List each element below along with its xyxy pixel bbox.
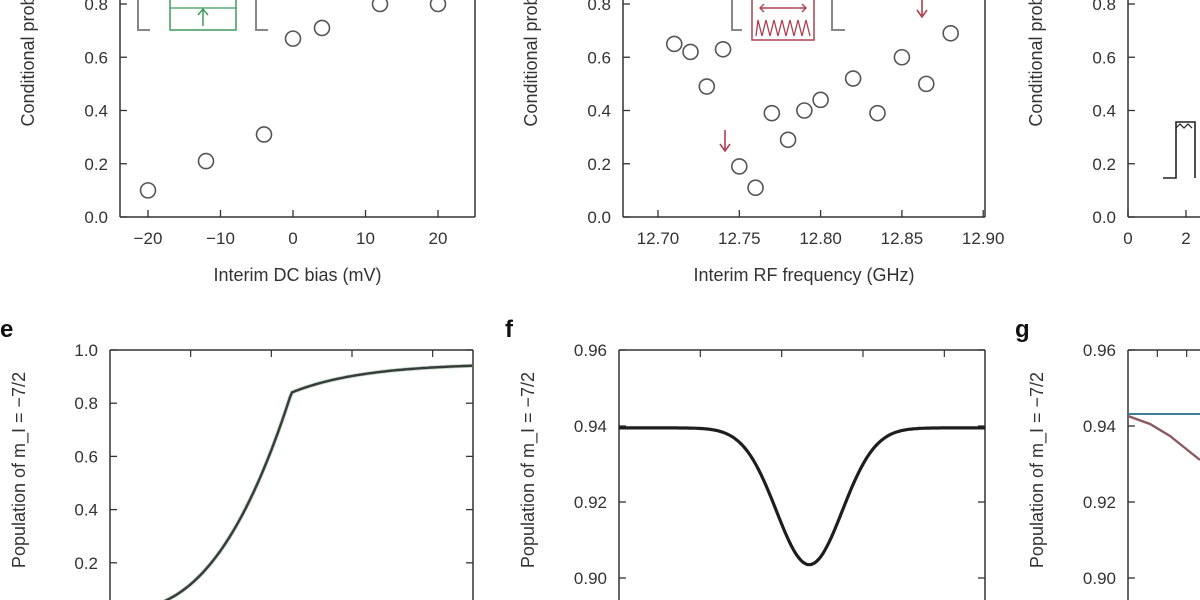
panel-g-ylabel: Population of m_I = −7/2 [1027, 372, 1048, 568]
panel-c-inset-oscillation [1175, 123, 1193, 129]
panel-a-xtick-label: 20 [429, 229, 448, 248]
panel-b-data-point [682, 43, 699, 61]
panel-b-ytick-label: 0.6 [587, 48, 611, 67]
panel-a-ytick-label: 0.4 [84, 102, 108, 121]
panel-b-xtick-label: 12.85 [881, 229, 924, 248]
panel-a-ytick-label: 0.6 [84, 48, 108, 67]
panel-f-curve [619, 426, 985, 567]
panel-e-label: e [0, 316, 13, 343]
panel-f-ytick-label: 0.94 [574, 417, 607, 436]
panel-b-inset-pulse-diagram [731, 0, 845, 41]
inset-rf-oscillation [755, 19, 811, 37]
panel-b-data-point [812, 91, 829, 109]
panel-e-ytick-label: 0.8 [74, 394, 98, 413]
panel-b-data-point [917, 75, 935, 93]
panel-f-label: f [505, 316, 514, 343]
panel-a-data-point [255, 126, 273, 143]
panel-b-data-point [893, 48, 911, 66]
panel-b-data-point [796, 102, 813, 119]
panel-a-data-point [313, 19, 331, 37]
panel-e-ytick-label: 0.2 [74, 554, 98, 573]
up-arrow-icon [197, 7, 209, 26]
panel-a-ylabel: Conditional prob. P [18, 0, 38, 127]
panel-b-data-point [942, 24, 959, 42]
panel-a-data-point [284, 30, 302, 47]
inset-rf-pulse-box [751, 0, 815, 41]
panel-g-ytick-label: 0.94 [1083, 417, 1116, 436]
panel-b-data-point [698, 78, 716, 95]
panel-a-data-point [197, 152, 215, 170]
panel-c-ytick-label: 0.6 [1092, 48, 1116, 67]
panel-f-ytick-label: 0.96 [574, 341, 607, 360]
panel-c-xtick-label: 0 [1123, 229, 1132, 248]
panel-f-ytick-label: 0.90 [574, 569, 607, 588]
panel-a-ytick-label: 0.0 [84, 208, 108, 227]
inset-bracket-right [831, 0, 845, 31]
panel-a-ytick-label: 0.8 [84, 0, 108, 14]
panel-c-ytick-label: 0.0 [1092, 208, 1116, 227]
inset-green-pulse [169, 0, 237, 31]
panel-b-data-point [779, 131, 797, 149]
panel-b-data-point [844, 70, 862, 87]
down-arrow-icon [916, 0, 928, 19]
panel-e-curve [164, 364, 473, 600]
panel-c-xtick-label: 2 [1181, 229, 1190, 248]
panel-a-inset-pulse-diagram [137, 0, 268, 31]
panel-b-xtick-label: 12.70 [637, 229, 680, 248]
panel-b-ylabel: Conditional prob. P [521, 0, 541, 127]
panel-c-ytick-label: 0.2 [1092, 155, 1116, 174]
panel-c-ytick-label: 0.4 [1092, 102, 1116, 121]
panel-b-ytick-label: 0.4 [587, 102, 611, 121]
panel-e-ytick-label: 0.4 [74, 501, 98, 520]
panel-e-curve-shadow [162, 363, 473, 600]
double-arrow-icon [759, 3, 807, 13]
panel-a-xtick-label: −20 [134, 229, 163, 248]
panel-c-inset-pulse [1163, 121, 1196, 179]
panel-a-xtick-label: 10 [356, 229, 375, 248]
inset-bracket-left [731, 0, 742, 31]
panel-a-xlabel: Interim DC bias (mV) [213, 265, 381, 285]
panel-a-xtick-label: −10 [206, 229, 235, 248]
panel-b-ytick-label: 0.0 [587, 208, 611, 227]
panel-f-ylabel: Population of m_I = −7/2 [518, 372, 539, 568]
panel-g-label: g [1015, 316, 1030, 343]
panel-c-ylabel: Conditional prob. P [1026, 0, 1046, 127]
panel-b-ytick-label: 0.2 [587, 155, 611, 174]
panel-g-ytick-label: 0.90 [1083, 569, 1116, 588]
panel-b-data-point [763, 104, 781, 122]
panel-a-ytick-label: 0.2 [84, 155, 108, 174]
panel-b-xtick-label: 12.80 [799, 229, 842, 248]
panel-b-xtick-label: 12.90 [962, 229, 1005, 248]
panel-g-ytick-label: 0.92 [1083, 493, 1116, 512]
panel-b-data-point [730, 158, 748, 175]
inset-bracket-right [255, 0, 268, 31]
panel-b-ytick-label: 0.8 [587, 0, 611, 14]
down-arrow-icon [719, 130, 731, 153]
panel-a-xtick-label: 0 [288, 229, 297, 248]
panel-b-xlabel: Interim RF frequency (GHz) [693, 265, 914, 285]
panel-e-ylabel: Population of m_I = −7/2 [9, 372, 30, 568]
panel-a-data-point [139, 182, 157, 199]
panel-b-data-point [714, 40, 732, 58]
panel-b-data-point [747, 179, 764, 197]
panel-b-data-point [869, 104, 886, 122]
panel-b-xtick-label: 12.75 [718, 229, 761, 248]
panel-a-data-point [429, 0, 447, 13]
panel-b-data-point [665, 35, 683, 53]
panel-g-dip-curve [1127, 414, 1200, 461]
panel-e-ytick-label: 0.6 [74, 447, 98, 466]
panel-c-ytick-label: 0.8 [1092, 0, 1116, 14]
inset-bracket-left [137, 0, 150, 31]
panel-e-ytick-label: 1.0 [74, 341, 98, 360]
panel-a-data-point [371, 0, 389, 13]
panel-f-ytick-label: 0.92 [574, 493, 607, 512]
panel-g-ytick-label: 0.96 [1083, 341, 1116, 360]
